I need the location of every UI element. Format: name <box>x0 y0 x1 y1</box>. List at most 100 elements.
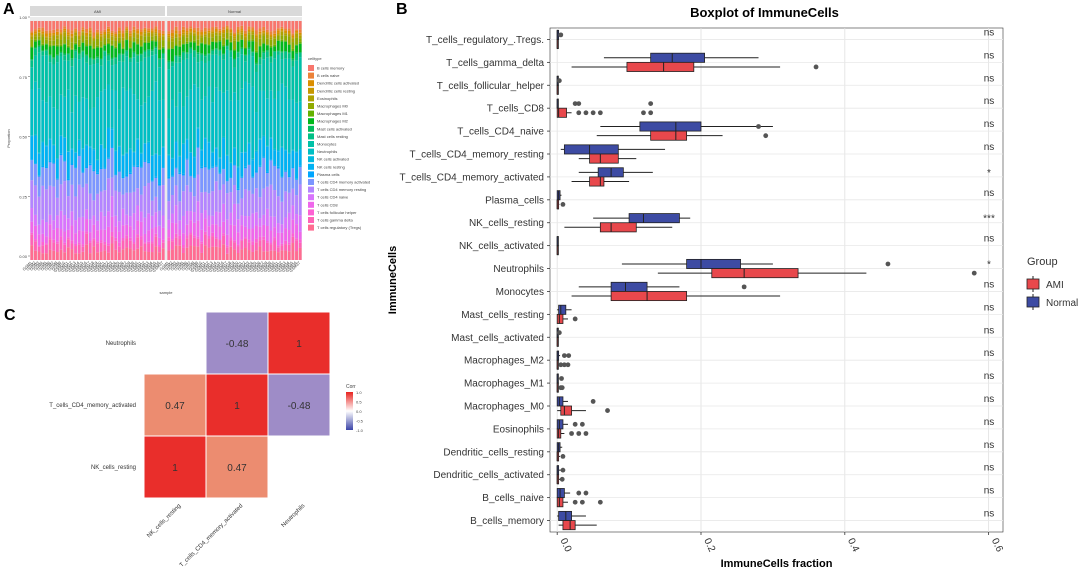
stack-segment <box>258 90 262 139</box>
stack-segment <box>103 38 107 45</box>
stack-segment <box>200 32 204 35</box>
stack-segment <box>59 32 63 34</box>
stack-segment <box>128 172 132 175</box>
stack-segment <box>298 21 302 30</box>
y-tick-label: T_cells_follicular_helper <box>437 81 545 92</box>
stack-segment <box>236 33 240 36</box>
stack-segment <box>132 94 136 152</box>
stack-segment <box>269 138 273 160</box>
stack-segment <box>254 112 258 151</box>
legend-tick-label: 0.5 <box>356 400 362 405</box>
stack-segment <box>203 33 207 35</box>
stack-segment <box>218 32 222 34</box>
stack-segment <box>276 28 280 31</box>
stack-segment <box>218 226 222 240</box>
stack-segment <box>136 220 140 235</box>
row-label: Neutrophils <box>106 341 136 347</box>
outlier-point <box>566 353 572 358</box>
stack-segment <box>96 174 99 194</box>
stack-segment <box>269 216 273 231</box>
stack-segment <box>85 166 89 169</box>
cell-value: 0.47 <box>227 463 247 474</box>
stack-segment <box>174 37 178 45</box>
stack-segment <box>41 50 45 52</box>
stack-segment <box>214 48 218 50</box>
stack-segment <box>30 35 34 37</box>
stack-segment <box>37 32 41 37</box>
stack-segment <box>273 58 277 99</box>
stack-segment <box>30 60 34 68</box>
stack-segment <box>37 245 41 247</box>
stack-segment <box>70 30 74 34</box>
stack-segment <box>161 40 165 47</box>
stack-segment <box>85 46 89 55</box>
stack-segment <box>154 54 158 82</box>
stack-segment <box>196 45 200 53</box>
stack-segment <box>77 155 81 185</box>
stack-segment <box>99 229 103 241</box>
stack-segment <box>265 146 269 172</box>
stack-segment <box>154 212 158 227</box>
y-axis-label: Proportion <box>6 129 11 147</box>
stack-segment <box>167 35 171 38</box>
stack-segment <box>269 31 273 35</box>
stack-segment <box>92 36 96 38</box>
stack-segment <box>114 48 118 58</box>
stack-segment <box>218 189 222 213</box>
stack-segment <box>298 41 302 44</box>
stack-segment <box>37 32 41 33</box>
stack-segment <box>48 46 52 55</box>
stack-segment <box>44 145 48 147</box>
stack-segment <box>243 237 247 239</box>
outlier-point <box>556 78 562 84</box>
stack-segment <box>158 245 161 248</box>
stack-segment <box>200 54 204 61</box>
stack-segment <box>55 62 59 110</box>
stack-segment <box>70 48 74 50</box>
stack-segment <box>229 35 233 42</box>
stack-segment <box>81 41 85 43</box>
stack-segment <box>99 36 103 42</box>
stack-segment <box>291 58 295 61</box>
stack-segment <box>41 43 45 46</box>
stack-segment <box>174 223 178 234</box>
stack-segment <box>55 197 59 216</box>
stack-segment <box>161 227 165 240</box>
stack-segment <box>103 35 107 39</box>
stack-segment <box>203 34 207 37</box>
stack-segment <box>254 172 258 189</box>
stack-segment <box>70 33 74 37</box>
stack-segment <box>147 251 151 260</box>
stack-segment <box>85 62 89 99</box>
stack-segment <box>174 62 178 107</box>
stack-segment <box>171 157 174 159</box>
stack-segment <box>132 53 136 58</box>
stack-segment <box>258 218 262 227</box>
stack-segment <box>269 184 273 217</box>
stack-segment <box>37 27 41 30</box>
stack-segment <box>77 31 81 35</box>
stack-segment <box>147 56 151 97</box>
stack-segment <box>247 164 251 166</box>
stack-segment <box>189 175 193 177</box>
stack-segment <box>185 53 189 59</box>
stack-segment <box>171 62 174 67</box>
stack-segment <box>181 52 185 60</box>
stack-segment <box>34 225 37 240</box>
legend-swatch <box>308 148 314 155</box>
legend-swatch <box>1026 278 1040 290</box>
stack-segment <box>158 49 161 59</box>
stack-segment <box>77 244 81 254</box>
stack-segment <box>192 42 196 51</box>
stack-segment <box>207 247 211 260</box>
stack-segment <box>114 175 118 191</box>
stack-segment <box>66 178 70 181</box>
stack-segment <box>37 40 41 46</box>
outlier-point <box>556 330 562 336</box>
stack-segment <box>81 31 85 33</box>
stack-segment <box>52 44 56 46</box>
stack-segment <box>117 221 121 232</box>
heatmap-cell <box>143 435 207 499</box>
stack-segment <box>161 168 165 186</box>
